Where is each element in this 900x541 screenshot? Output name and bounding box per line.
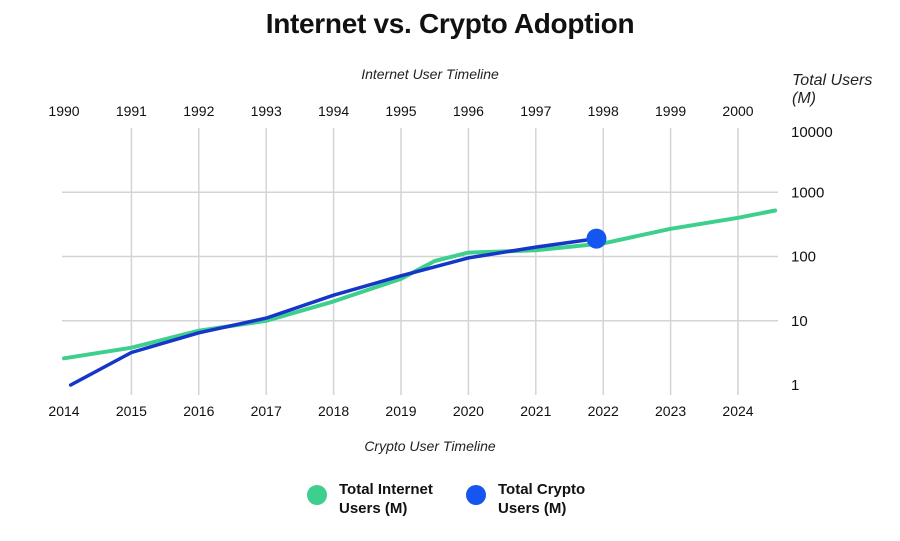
top-x-tick-label: 1993 [251, 103, 282, 119]
crypto-latest-point [586, 228, 607, 249]
top-x-tick-label: 1991 [116, 103, 147, 119]
top-x-tick-label: 2000 [722, 103, 753, 119]
crypto-users-line [68, 236, 599, 387]
bottom-x-tick-label: 2014 [48, 403, 79, 419]
top-x-tick-label: 1992 [183, 103, 214, 119]
bottom-x-tick-label: 2021 [520, 403, 551, 419]
y-tick-label: 1000 [791, 184, 824, 201]
bottom-x-tick-label: 2020 [453, 403, 484, 419]
bottom-axis-label: Crypto User Timeline [364, 438, 496, 454]
y-tick-label: 10000 [791, 124, 833, 141]
bottom-x-tick-label: 2015 [116, 403, 147, 419]
top-x-tick-label: 1998 [588, 103, 619, 119]
bottom-x-tick-label: 2019 [385, 403, 416, 419]
legend: Total Internet Users (M) Total Crypto Us… [0, 480, 900, 530]
y-tick-label: 100 [791, 249, 816, 266]
legend-item-internet: Total Internet Users (M) [307, 480, 459, 518]
top-x-tick-label: 1997 [520, 103, 551, 119]
bottom-x-tick-label: 2016 [183, 403, 214, 419]
bottom-x-tick-label: 2024 [722, 403, 753, 419]
top-x-tick-label: 1996 [453, 103, 484, 119]
bottom-x-tick-label: 2022 [588, 403, 619, 419]
top-x-tick-label: 1999 [655, 103, 686, 119]
y-tick-label: 10 [791, 313, 808, 330]
chart-title: Internet vs. Crypto Adoption [265, 8, 635, 39]
bottom-x-tick-label: 2018 [318, 403, 349, 419]
top-x-tick-label: 1994 [318, 103, 349, 119]
y-tick-label: 1 [791, 377, 799, 394]
y-axis-label: Total Users (M) [792, 72, 873, 107]
top-x-tick-label: 1995 [385, 103, 416, 119]
top-axis-label: Internet User Timeline [361, 66, 499, 82]
legend-swatch-internet [307, 485, 327, 505]
legend-label-crypto: Total Crypto Users (M) [498, 481, 586, 517]
internet-users-line [62, 208, 778, 361]
bottom-x-tick-label: 2023 [655, 403, 686, 419]
top-x-tick-label: 1990 [48, 103, 79, 119]
legend-swatch-crypto [466, 485, 486, 505]
bottom-x-tick-label: 2017 [251, 403, 282, 419]
legend-item-crypto: Total Crypto Users (M) [466, 480, 618, 518]
legend-label-internet: Total Internet Users (M) [339, 481, 433, 517]
